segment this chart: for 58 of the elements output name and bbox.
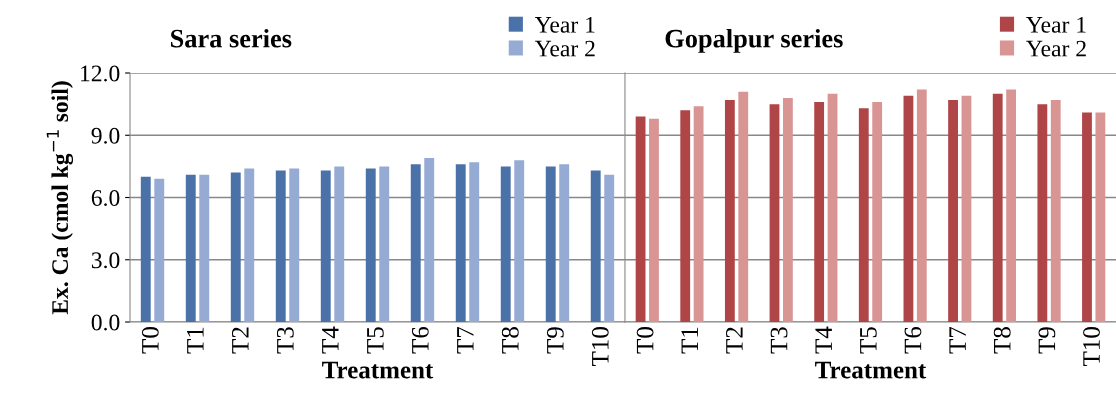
bar [992, 93, 1003, 323]
x-tick-label: T6 [904, 326, 922, 354]
x-tick-label: T5 [367, 327, 384, 354]
bar [872, 102, 883, 323]
bar [1006, 89, 1017, 323]
x-tick-label: T9 [1038, 327, 1056, 354]
x-tick-label: T5 [860, 327, 877, 354]
x-tick-label: T9 [546, 327, 564, 354]
bar [649, 118, 659, 323]
bar [635, 116, 646, 323]
chart-title: Gopalpur series [665, 28, 843, 53]
legend-label: Year 1 [1026, 16, 1086, 33]
y-tick-label: 3.0 [91, 252, 120, 269]
bar [693, 106, 704, 323]
x-axis-title: Treatment [322, 361, 434, 379]
x-tick-label: T2 [726, 327, 743, 354]
bar [1037, 104, 1048, 323]
x-tick-label: T2 [231, 327, 249, 354]
bar [769, 104, 780, 323]
x-tick-label: T10 [591, 327, 609, 366]
y-tick-label: 9.0 [91, 127, 120, 144]
x-tick-label: T1 [187, 327, 204, 354]
y-tick-label: 6.0 [91, 190, 120, 207]
x-axis-title: Treatment [815, 361, 927, 379]
bar [1095, 112, 1106, 323]
y-tick-label: 0.0 [91, 314, 120, 331]
x-tick-label: T4 [815, 326, 832, 354]
x-tick-label: T8 [993, 327, 1011, 354]
bar [1082, 112, 1092, 323]
x-tick-label: T3 [770, 327, 788, 354]
y-tick-label: 12.0 [81, 65, 120, 82]
bar [948, 99, 958, 323]
chart-title: Sara series [171, 28, 292, 48]
legend-label: Year 2 [1026, 40, 1086, 57]
bar [738, 91, 749, 323]
x-tick-label: T6 [411, 326, 429, 354]
bar [782, 97, 793, 323]
x-tick-label: T8 [501, 327, 519, 354]
legend-label: Year 2 [534, 40, 595, 57]
x-tick-label: T3 [276, 327, 294, 354]
x-tick-label: T4 [322, 326, 339, 354]
legend-label: Year 1 [534, 16, 595, 33]
x-tick-label: T0 [141, 327, 159, 354]
bar [1050, 99, 1061, 323]
bar [961, 95, 972, 323]
x-tick-label: T0 [636, 327, 654, 354]
x-tick-label: T1 [681, 327, 698, 354]
bar [858, 108, 869, 323]
bar [814, 102, 825, 323]
y-axis-title: Ex. Ca (cmol kg$^{−1}$ soil) [46, 81, 74, 315]
bar [916, 89, 927, 323]
x-tick-label: T7 [457, 326, 474, 354]
x-tick-label: T10 [1083, 327, 1100, 366]
x-tick-label: T7 [949, 326, 966, 354]
bar [724, 99, 735, 323]
bar [827, 93, 838, 323]
bar [680, 110, 691, 323]
bar [903, 95, 914, 323]
